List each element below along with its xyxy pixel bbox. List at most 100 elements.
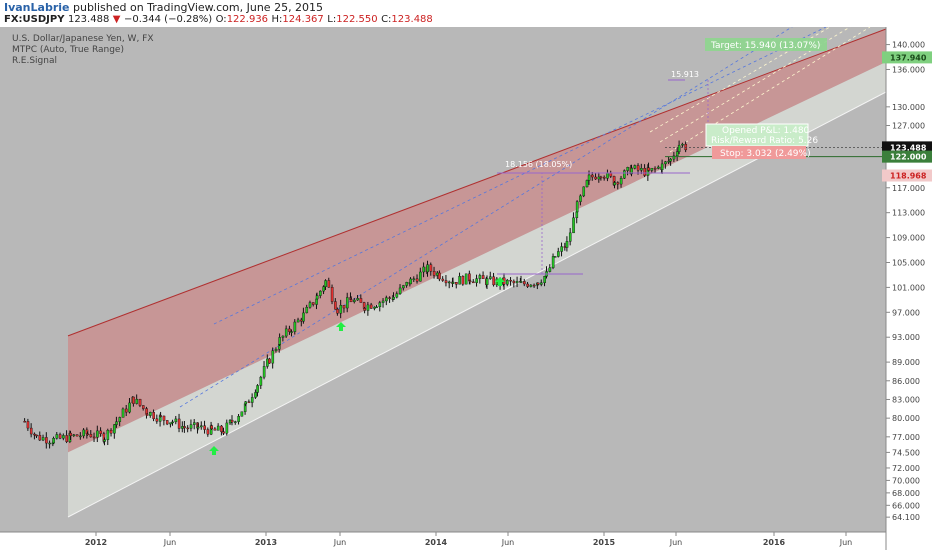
candle-down [89, 434, 93, 438]
candle-down [152, 411, 155, 420]
candle-up [677, 144, 681, 152]
candle-up [660, 163, 664, 171]
candle-up [346, 297, 349, 309]
candle-down [591, 174, 594, 178]
price-tag-label: 118.968 [890, 172, 927, 181]
candle-up [281, 335, 285, 338]
candle-down [210, 425, 214, 430]
candle-up [422, 266, 425, 273]
candle-down [300, 319, 303, 322]
candle-down [441, 278, 445, 281]
symbol-label: FX:USDJPY [4, 14, 65, 25]
chart-header: IvanLabrie published on TradingView.com,… [0, 0, 932, 27]
candle-up [458, 276, 461, 285]
candle-up [250, 397, 254, 403]
down-triangle-icon: ▼ [112, 14, 121, 25]
candle-up [675, 151, 679, 157]
price-tag-box [882, 51, 932, 64]
candle-down [438, 272, 441, 280]
candle-up [234, 421, 237, 423]
candle-up [293, 321, 297, 332]
candle-down [65, 435, 68, 442]
price-tick-label: 101.000 [892, 283, 925, 292]
candle-down [38, 435, 42, 441]
time-tick-label: Jun [501, 538, 515, 547]
measure-label: 18.156 (18.05%) [505, 160, 572, 169]
candle-up [96, 430, 99, 438]
candle-down [186, 427, 190, 430]
candle-up [506, 279, 509, 285]
price-chart[interactable]: 18.156 (18.05%) 15.913 Target: 15.940 (13.… [0, 27, 932, 550]
candle-up [189, 424, 193, 429]
candle-down [165, 420, 169, 425]
candle-up [575, 211, 579, 219]
time-tick-label: 2015 [593, 538, 616, 547]
candle-down [602, 176, 606, 179]
price-tick-label: 77.000 [892, 433, 920, 442]
candle-up [392, 296, 395, 300]
candle-down [429, 264, 433, 272]
candle-up [128, 402, 131, 413]
candle-up [237, 416, 240, 422]
candle-down [349, 299, 353, 302]
candle-down [177, 418, 181, 429]
target-small-label: 15.913 [671, 70, 699, 79]
risk-reward-label: Risk/Reward Ratio: 5.26 [711, 136, 818, 146]
candle-up [515, 281, 519, 284]
candle-up [62, 435, 65, 439]
candle-up [171, 421, 174, 424]
price-tick-label: 86.000 [892, 377, 920, 386]
candle-down [509, 279, 512, 282]
candle-up [302, 312, 305, 322]
candle-down [58, 434, 62, 439]
candle-up [464, 273, 468, 285]
candle-up [551, 256, 555, 268]
time-tick-label: Jun [333, 538, 347, 547]
candle-up [266, 358, 269, 367]
candle-down [203, 425, 206, 430]
candle-down [636, 165, 640, 171]
candle-down [563, 246, 567, 248]
candle-up [259, 376, 263, 386]
candle-down [288, 328, 291, 332]
candle-up [402, 285, 405, 289]
symbol-line: FX:USDJPY 123.488 ▼ −0.344 (−0.28%) O:12… [4, 14, 433, 25]
candle-up [366, 304, 370, 311]
indicator-resignal: R.E.Signal [12, 56, 57, 66]
candle-up [587, 174, 591, 181]
candle-up [667, 160, 671, 163]
candle-up [52, 438, 55, 444]
price-tick-label: 68.000 [892, 489, 920, 498]
candle-down [327, 280, 331, 288]
candle-up [657, 166, 660, 169]
candle-up [436, 272, 439, 276]
candle-down [109, 429, 113, 434]
candle-down [492, 276, 495, 286]
author-link[interactable]: IvanLabrie [4, 1, 70, 14]
candle-up [308, 302, 312, 308]
candle-up [557, 251, 560, 257]
candle-up [216, 425, 220, 431]
candle-down [33, 433, 36, 436]
candle-up [339, 305, 343, 314]
price-tick-label: 72.000 [892, 464, 920, 473]
candle-down [206, 429, 210, 435]
open-value: 122.936 [226, 14, 269, 25]
candle-up [106, 429, 110, 440]
candle-down [532, 284, 536, 287]
candle-down [29, 427, 33, 435]
candle-up [579, 195, 582, 202]
price-tick-label: 136.000 [892, 65, 925, 74]
candle-down [432, 271, 436, 276]
candle-down [99, 430, 102, 434]
candle-up [560, 246, 563, 252]
candle-down [599, 176, 603, 179]
low-value: 122.550 [336, 14, 378, 25]
candle-down [336, 309, 339, 314]
candle-up [254, 392, 257, 398]
candle-up [664, 161, 667, 165]
candle-down [415, 278, 419, 282]
candle-down [536, 282, 540, 285]
candle-down [26, 421, 30, 429]
time-tick-label: 2013 [255, 538, 277, 547]
